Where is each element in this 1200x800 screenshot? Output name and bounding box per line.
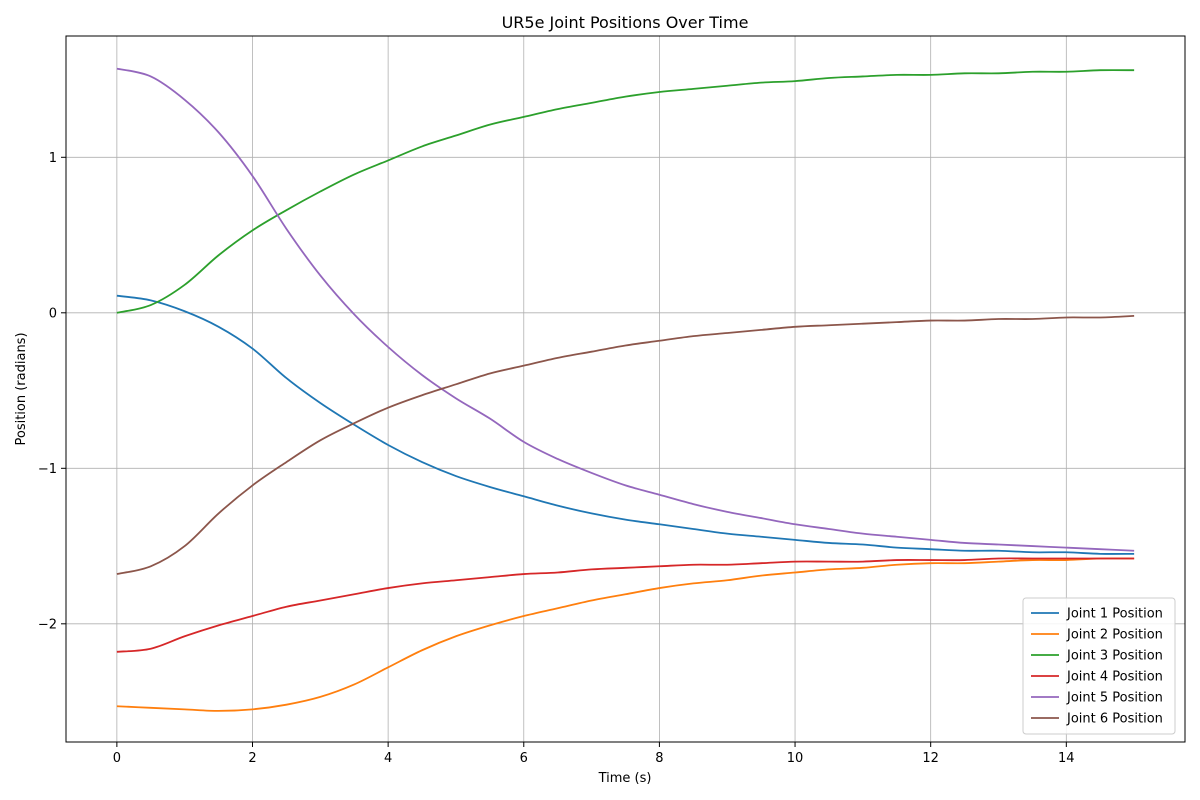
- series-line-joint-6: [117, 316, 1134, 574]
- series-line-joint-2: [117, 558, 1134, 711]
- legend-entry: Joint 1 Position: [1066, 607, 1163, 622]
- x-axis: 0 2 4 6 8 10 12 14: [113, 742, 1075, 766]
- y-axis-label: Position (radians): [14, 332, 29, 445]
- legend-entry: Joint 5 Position: [1066, 691, 1163, 706]
- legend-entry: Joint 6 Position: [1066, 712, 1163, 727]
- legend-entry: Joint 3 Position: [1066, 649, 1163, 664]
- legend-entry: Joint 4 Position: [1066, 670, 1163, 685]
- x-tick-label: 0: [113, 751, 121, 766]
- y-tick-label: 1: [49, 151, 57, 166]
- x-tick-label: 12: [922, 751, 939, 766]
- series-line-joint-5: [117, 69, 1134, 551]
- x-tick-label: 10: [787, 751, 804, 766]
- y-tick-label: 0: [49, 306, 57, 321]
- plot-frame: [66, 36, 1185, 742]
- series-layer: [117, 69, 1134, 711]
- series-line-joint-4: [117, 558, 1134, 651]
- x-tick-label: 14: [1058, 751, 1075, 766]
- y-axis: 1 0 −1 −2: [38, 151, 66, 633]
- x-tick-label: 4: [384, 751, 392, 766]
- x-axis-label: Time (s): [598, 771, 652, 786]
- series-line-joint-3: [117, 70, 1134, 313]
- series-line-joint-1: [117, 296, 1134, 554]
- x-tick-label: 6: [520, 751, 528, 766]
- legend-entry: Joint 2 Position: [1066, 628, 1163, 643]
- x-tick-label: 2: [248, 751, 256, 766]
- x-tick-label: 8: [655, 751, 663, 766]
- legend: Joint 1 Position Joint 2 Position Joint 3 …: [1023, 598, 1175, 734]
- chart-title: UR5e Joint Positions Over Time: [502, 13, 749, 32]
- grid: [66, 36, 1185, 742]
- y-tick-label: −1: [38, 462, 57, 477]
- y-tick-label: −2: [38, 617, 57, 632]
